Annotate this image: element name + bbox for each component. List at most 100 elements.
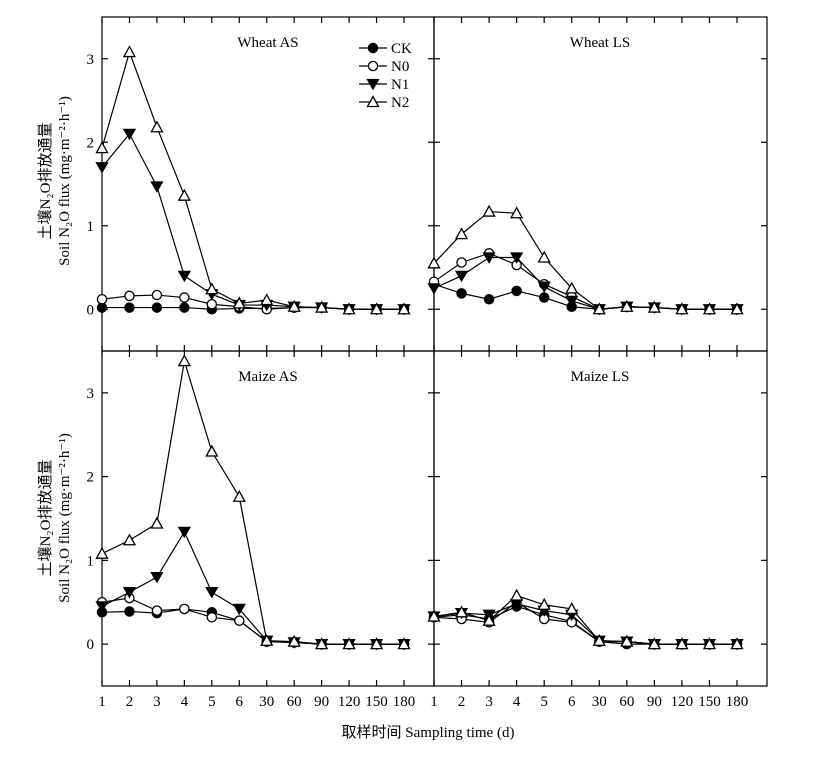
data-point-n1 xyxy=(150,571,164,584)
data-point-n1 xyxy=(232,603,246,616)
data-point-n0 xyxy=(179,292,190,303)
data-point-n2 xyxy=(205,444,219,457)
data-point-n2 xyxy=(177,188,191,201)
data-point-n2 xyxy=(150,516,164,529)
y-tick-label: 2 xyxy=(87,135,95,151)
data-point-ck xyxy=(483,293,495,305)
x-tick-label: 150 xyxy=(698,694,721,710)
data-point-n2 xyxy=(232,489,246,502)
data-point-n0 xyxy=(96,293,108,305)
panel-frame xyxy=(433,350,768,687)
x-tick-label: 1 xyxy=(98,694,106,710)
data-point-n2 xyxy=(260,633,274,646)
panel-title: Maize LS xyxy=(571,369,630,385)
data-point-n2 xyxy=(537,597,551,610)
y-tick-label: 1 xyxy=(87,553,95,569)
data-point-n2 xyxy=(95,141,109,154)
y-axis-title-en-bottom: Soil N₂O flux (mg·m⁻²·h⁻¹) xyxy=(57,433,73,603)
y-tick-label: 2 xyxy=(87,470,95,486)
data-point-n2 xyxy=(315,637,329,650)
legend: CK N0 N1 N2 xyxy=(359,41,412,111)
legend-label-n1: N1 xyxy=(391,77,409,93)
legend-marker-ck xyxy=(367,42,379,54)
data-point-n2 xyxy=(427,609,441,622)
data-point-n1 xyxy=(150,181,164,193)
x-tick-label: 30 xyxy=(259,694,274,710)
data-point-n1 xyxy=(427,283,441,295)
x-tick-label: 5 xyxy=(540,694,548,710)
data-point-n2 xyxy=(537,250,551,263)
data-point-n1 xyxy=(95,601,109,613)
data-point-n1 xyxy=(95,162,109,174)
data-point-n0 xyxy=(124,290,135,302)
data-point-n0 xyxy=(151,605,163,616)
x-tick-label: 1 xyxy=(430,694,438,710)
data-point-n2 xyxy=(287,299,301,312)
data-point-n1 xyxy=(177,526,191,539)
data-point-n2 xyxy=(427,256,441,269)
legend-label-n0: N0 xyxy=(391,59,409,75)
data-point-n0 xyxy=(179,603,190,615)
legend-marker-n1 xyxy=(366,78,380,91)
x-tick-label: 4 xyxy=(513,694,521,710)
y-tick-label: 3 xyxy=(87,52,95,68)
data-point-ck xyxy=(538,292,550,303)
data-point-ck xyxy=(511,285,522,297)
data-point-ck xyxy=(456,288,467,299)
series-line-n2 xyxy=(433,594,737,645)
x-tick-label: 5 xyxy=(208,694,216,710)
data-point-n0 xyxy=(151,289,163,301)
x-tick-label: 30 xyxy=(592,694,607,710)
data-point-n2 xyxy=(369,637,384,650)
data-point-n1 xyxy=(537,281,551,294)
x-tick-label: 6 xyxy=(236,694,244,710)
y-tick-label: 1 xyxy=(87,219,95,235)
panel-title: Wheat LS xyxy=(570,35,630,51)
legend-label-n2: N2 xyxy=(391,95,409,111)
data-point-n1 xyxy=(565,295,579,308)
y-axis-title-cn-bottom: 土壤N₂O排放通量 xyxy=(36,460,54,577)
legend-marker-n2 xyxy=(366,95,380,108)
series-line-ck xyxy=(101,608,404,645)
x-tick-label: 2 xyxy=(126,694,134,710)
series-line-n1 xyxy=(433,256,737,310)
x-tick-label: 6 xyxy=(568,694,576,710)
panel-wheat-as: 0 1 2 3 Wheat AS xyxy=(87,16,435,352)
data-point-n2 xyxy=(647,300,661,313)
series-line-n1 xyxy=(101,530,404,645)
y-tick-label: 3 xyxy=(87,386,95,402)
data-point-n2 xyxy=(205,282,219,295)
data-point-n1 xyxy=(177,270,191,283)
data-point-n2 xyxy=(482,204,496,217)
x-axis-title: 取样时间 Sampling time (d) xyxy=(342,724,515,741)
x-tick-label: 60 xyxy=(287,694,302,710)
data-point-n2 xyxy=(730,637,744,650)
data-point-n2 xyxy=(454,605,469,618)
data-point-n2 xyxy=(482,613,496,626)
panel-maize-ls: 1 2 3 4 5 6 30 60 90 120 150 180 Maize LS xyxy=(427,350,768,710)
data-point-n2 xyxy=(592,633,606,646)
y-tick-label: 0 xyxy=(87,637,95,653)
series-line-n2 xyxy=(101,360,404,645)
x-tick-label: 90 xyxy=(647,694,662,710)
x-tick-label: 120 xyxy=(338,694,361,710)
data-point-n0 xyxy=(206,298,218,310)
data-point-n2 xyxy=(122,45,137,58)
data-point-n2 xyxy=(342,637,356,650)
data-point-n0 xyxy=(206,612,218,623)
data-point-ck xyxy=(151,302,163,313)
data-point-n2 xyxy=(702,302,717,315)
x-tick-label: 90 xyxy=(314,694,329,710)
data-point-n2 xyxy=(675,302,689,315)
data-point-ck xyxy=(124,606,135,617)
data-point-n2 xyxy=(342,302,356,315)
data-point-n2 xyxy=(150,120,164,133)
x-tick-label: 4 xyxy=(181,694,189,710)
data-point-n2 xyxy=(620,634,634,647)
data-point-n2 xyxy=(454,227,469,240)
data-point-n2 xyxy=(565,602,579,615)
data-point-n0 xyxy=(456,257,467,268)
y-axis-title-en-top: Soil N₂O flux (mg·m⁻²·h⁻¹) xyxy=(57,96,73,266)
